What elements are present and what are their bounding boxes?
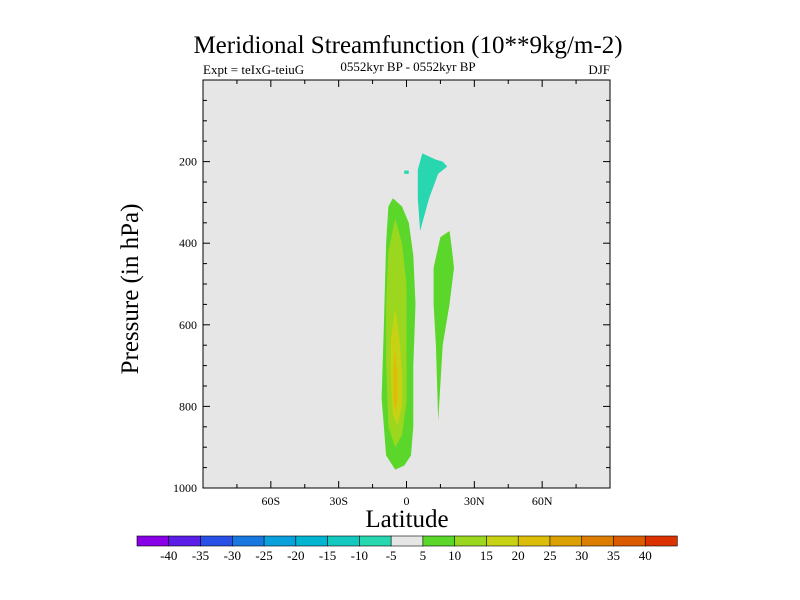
y-tick-label: 600 [179,318,197,332]
colorbar-label: 15 [480,548,493,563]
x-tick-label: 0 [404,494,410,508]
colorbar-label: -10 [351,548,368,563]
x-axis-title: Latitude [365,506,448,533]
colorbar-swatch [517,535,551,547]
colorbar-label: -15 [319,548,336,563]
y-axis: 200 400 600 800 1000 [173,99,610,495]
colorbar-swatch [454,535,488,547]
colorbar-label: -5 [386,548,397,563]
colorbar-label: 40 [639,548,652,563]
colorbar-label: 35 [607,548,620,563]
colorbar-swatch [295,535,329,547]
colorbar-label: 10 [448,548,461,563]
colorbar-label: 30 [575,548,588,563]
contour-region-green-right [433,231,454,421]
colorbar-label: -30 [224,548,241,563]
contour-regions [381,153,454,470]
colorbar-swatch [168,535,202,547]
colorbar-swatch [359,535,392,547]
colorbar-swatch [422,535,456,547]
colorbar-swatch [136,535,170,547]
colorbar-label: 5 [420,548,427,563]
contour-region-cyan-dot [404,170,409,174]
y-tick-label: 200 [179,155,197,169]
colorbar-swatch [486,535,519,547]
y-tick-label: 400 [179,236,197,250]
colorbar-swatch [263,535,297,547]
colorbar-swatch [581,535,615,547]
colorbar-swatch [613,535,646,547]
colorbar-label: 25 [543,548,556,563]
colorbar-label: -35 [192,548,209,563]
colorbar-swatch [327,535,360,547]
x-axis: 60S 30S 0 30N 60N [202,80,611,508]
y-tick-label: 1000 [173,481,197,495]
x-tick-label: 30N [464,494,485,508]
colorbar-swatch [644,535,678,547]
experiment-label: Expt = teIxG-teiuG [203,62,304,77]
colorbar-swatch [231,535,265,547]
colorbar: -40 -35 -30 -25 -20 -15 -10 -5 5 10 15 20 25 30 35 40 [136,535,678,563]
season-label: DJF [588,62,610,77]
y-tick-label: 800 [179,399,197,413]
period-label: 0552kyr BP - 0552kyr BP [340,59,475,74]
x-tick-label: 60S [261,494,280,508]
colorbar-swatch [390,535,424,547]
colorbar-label: -25 [255,548,272,563]
x-tick-label: 30S [329,494,348,508]
colorbar-label: -40 [160,548,177,563]
x-tick-label: 60N [532,494,553,508]
colorbar-label: 20 [512,548,525,563]
chart-title: Meridional Streamfunction (10**9kg/m-2) [193,32,622,59]
colorbar-swatch [200,535,233,547]
y-axis-title: Pressure (in hPa) [117,204,144,375]
colorbar-swatch [549,535,583,547]
contour-region-orange-core [392,349,398,413]
colorbar-label: -20 [287,548,304,563]
contour-region-cyan-upper [417,153,448,231]
